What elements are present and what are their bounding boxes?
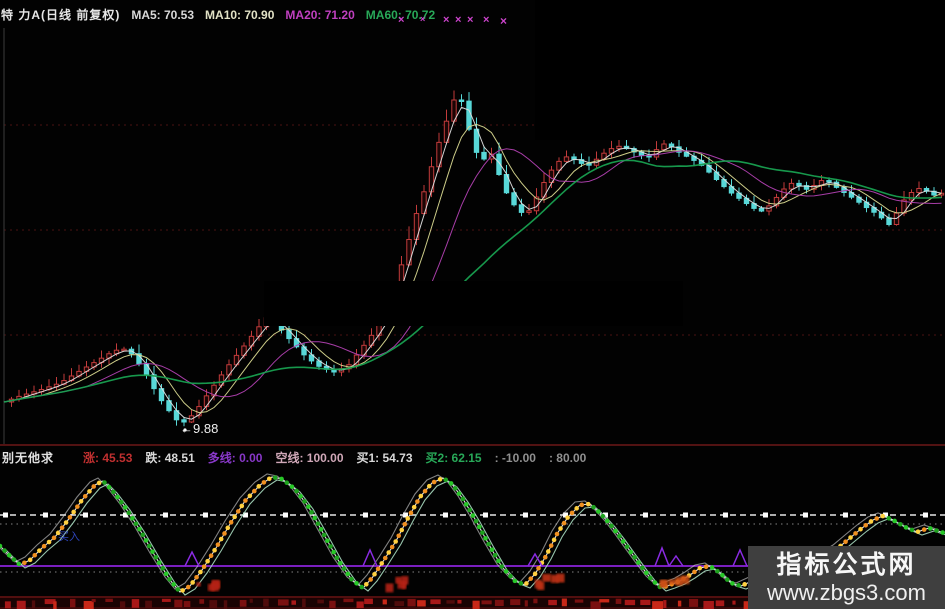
title-bar: 特 力A(日线 前复权) MA5: 70.53 MA10: 70.90 MA20… bbox=[1, 6, 435, 23]
buy-signal-label: 买入 bbox=[58, 531, 80, 543]
cross-mark: × bbox=[483, 14, 490, 26]
cross-mark: × bbox=[398, 14, 405, 26]
ma5-value: MA5: 70.53 bbox=[131, 8, 195, 22]
indicator-lower-band-value: : -10.00 bbox=[494, 451, 536, 465]
indicator-duoxian-value: 多线: 0.00 bbox=[207, 451, 263, 465]
ma60-value: MA60: 70.72 bbox=[365, 8, 436, 22]
watermark-site-name: 指标公式网 bbox=[776, 550, 917, 579]
low-price-annotation: ←9.88 bbox=[180, 421, 219, 436]
indicator-header: 别无他求 涨: 45.53 跌: 48.51 多线: 0.00 空线: 100.… bbox=[2, 449, 586, 466]
redaction-box-middle bbox=[264, 281, 683, 326]
indicator-buy1-value: 买1: 54.73 bbox=[356, 451, 413, 465]
cross-mark: × bbox=[420, 14, 426, 24]
cross-mark: × bbox=[467, 14, 474, 26]
watermark-site-url: www.zbgs3.com bbox=[767, 579, 926, 605]
site-watermark: 指标公式网 www.zbgs3.com bbox=[748, 546, 945, 609]
ma20-value: MA20: 71.20 bbox=[285, 8, 355, 22]
cross-mark: × bbox=[500, 14, 508, 28]
indicator-buy2-value: 买2: 62.15 bbox=[425, 451, 482, 465]
cross-mark: × bbox=[455, 14, 462, 26]
indicator-upper-band-value: : 80.00 bbox=[548, 451, 587, 465]
redaction-box-top-right bbox=[535, 0, 945, 140]
ma10-value: MA10: 70.90 bbox=[205, 8, 275, 22]
indicator-die-value: 跌: 48.51 bbox=[145, 451, 195, 465]
indicator-name: 别无他求 bbox=[2, 451, 55, 465]
indicator-kongxian-value: 空线: 100.00 bbox=[275, 451, 344, 465]
indicator-zhang-value: 涨: 45.53 bbox=[83, 451, 133, 465]
stock-title: 特 力A(日线 前复权) bbox=[1, 8, 121, 22]
cross-mark: × bbox=[443, 14, 450, 26]
